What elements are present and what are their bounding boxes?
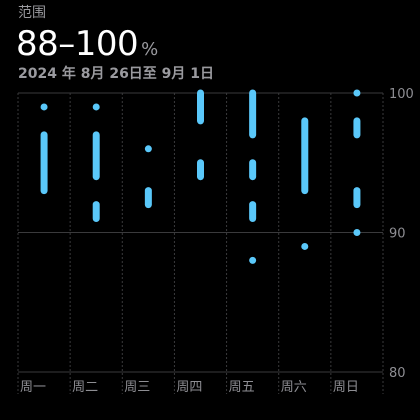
range-mark-4-2	[249, 201, 257, 223]
metric-label: 范围	[18, 5, 46, 21]
x-tick-label-0: 周一	[20, 380, 46, 395]
range-mark-1-0	[92, 103, 100, 111]
x-tick-label-4: 周五	[229, 380, 255, 395]
y-tick-label-90: 90	[389, 227, 406, 242]
range-mark-4-1	[249, 159, 257, 181]
y-tick-label-100: 100	[389, 87, 414, 102]
range-mark-0-1	[40, 131, 48, 195]
range-mark-6-1	[353, 117, 361, 139]
range-mark-6-2	[353, 187, 361, 209]
x-tick-label-1: 周二	[72, 380, 98, 395]
range-mark-2-0	[144, 145, 152, 153]
x-tick-label-2: 周三	[124, 380, 150, 395]
range-unit: %	[141, 39, 159, 60]
range-value: 88–100	[16, 24, 139, 64]
range-mark-5-0	[301, 117, 309, 195]
x-tick-label-6: 周日	[333, 380, 359, 395]
y-tick-label-80: 80	[389, 366, 406, 381]
range-mark-1-1	[92, 131, 100, 181]
range-mark-2-1	[144, 187, 152, 209]
x-tick-label-5: 周六	[281, 380, 307, 395]
range-mark-6-0	[353, 89, 361, 97]
range-mark-5-1	[301, 242, 309, 250]
range-mark-4-3	[249, 256, 257, 264]
range-mark-3-1	[197, 159, 204, 181]
range-mark-0-0	[40, 103, 48, 111]
range-mark-4-0	[249, 89, 257, 139]
date-range: 2024 年 8月 26日至 9月 1日	[18, 66, 215, 82]
range-mark-6-3	[353, 229, 361, 236]
range-summary: 88–100 %	[16, 24, 158, 64]
range-mark-3-0	[197, 89, 204, 125]
x-tick-label-3: 周四	[176, 380, 202, 395]
range-mark-1-2	[92, 201, 100, 223]
